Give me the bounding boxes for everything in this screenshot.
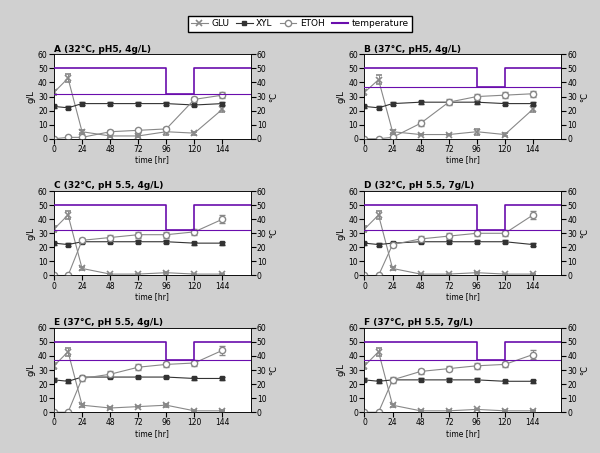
Text: A (32°C, pH5, 4g/L): A (32°C, pH5, 4g/L) [54,44,151,53]
Text: B (37°C, pH5, 4g/L): B (37°C, pH5, 4g/L) [364,44,461,53]
Text: C (32°C, pH 5.5, 4g/L): C (32°C, pH 5.5, 4g/L) [54,181,163,190]
X-axis label: time [hr]: time [hr] [446,292,479,301]
Y-axis label: g/L: g/L [337,364,346,376]
X-axis label: time [hr]: time [hr] [136,155,169,164]
Y-axis label: °C: °C [580,228,589,238]
X-axis label: time [hr]: time [hr] [446,155,479,164]
Text: E (37°C, pH 5.5, 4g/L): E (37°C, pH 5.5, 4g/L) [54,318,163,327]
Y-axis label: °C: °C [269,365,278,375]
X-axis label: time [hr]: time [hr] [136,292,169,301]
X-axis label: time [hr]: time [hr] [136,429,169,438]
Y-axis label: °C: °C [269,92,278,101]
Y-axis label: g/L: g/L [337,90,346,103]
Y-axis label: °C: °C [580,365,589,375]
Y-axis label: °C: °C [580,92,589,101]
Y-axis label: g/L: g/L [26,227,35,240]
Y-axis label: °C: °C [269,228,278,238]
Y-axis label: g/L: g/L [26,364,35,376]
Legend: GLU, XYL, ETOH, temperature: GLU, XYL, ETOH, temperature [188,16,412,32]
Text: D (32°C, pH 5.5, 7g/L): D (32°C, pH 5.5, 7g/L) [364,181,475,190]
Y-axis label: g/L: g/L [337,227,346,240]
Y-axis label: g/L: g/L [26,90,35,103]
X-axis label: time [hr]: time [hr] [446,429,479,438]
Text: F (37°C, pH 5.5, 7g/L): F (37°C, pH 5.5, 7g/L) [364,318,473,327]
